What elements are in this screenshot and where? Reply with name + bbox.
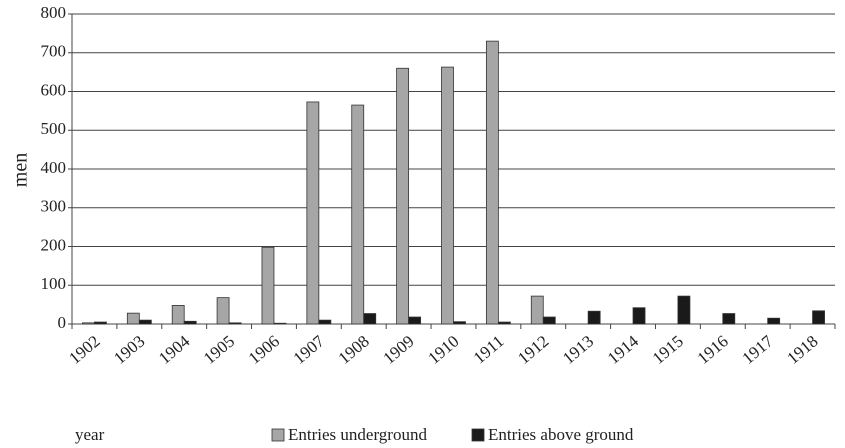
bar <box>273 322 287 325</box>
x-tick-label: 1910 <box>424 332 462 368</box>
x-tick-label: 1903 <box>110 332 148 368</box>
bar <box>82 322 95 325</box>
bar <box>542 316 556 325</box>
bar <box>228 322 242 325</box>
legend-swatch <box>471 428 485 442</box>
x-tick-label: 1913 <box>559 332 597 368</box>
bar <box>677 295 691 325</box>
y-tick-label: 500 <box>41 119 67 138</box>
x-tick-label: 1912 <box>514 332 552 368</box>
x-tick-label: 1907 <box>290 331 329 368</box>
x-tick-label: 1917 <box>739 331 778 368</box>
bar <box>497 321 511 325</box>
bar <box>453 321 466 325</box>
x-tick-label: 1908 <box>335 332 373 368</box>
x-tick-label: 1914 <box>604 331 643 368</box>
bar <box>408 316 422 325</box>
bar <box>138 319 152 325</box>
bar <box>485 40 499 325</box>
bar <box>183 320 197 325</box>
y-tick-label: 300 <box>41 197 67 216</box>
y-tick-label: 0 <box>58 313 67 332</box>
y-tick-label: 200 <box>41 235 67 254</box>
bar <box>94 321 107 325</box>
bar <box>530 295 544 325</box>
y-tick-label: 600 <box>41 80 67 99</box>
legend-swatch <box>271 428 285 442</box>
bar <box>126 312 140 325</box>
bar <box>216 297 230 325</box>
x-tick-label: 1909 <box>379 332 417 368</box>
legend-label: Entries above ground <box>488 425 634 444</box>
y-tick-label: 800 <box>41 3 67 22</box>
y-tick-label: 400 <box>41 158 67 177</box>
bar <box>632 307 646 325</box>
legend-label: Entries underground <box>288 425 427 444</box>
bar <box>306 101 320 325</box>
x-tick-label: 1906 <box>245 332 283 368</box>
x-axis-label: year <box>75 425 105 444</box>
y-axis-label: men <box>10 153 32 187</box>
bar <box>261 246 275 325</box>
bar <box>171 304 185 325</box>
x-tick-label: 1904 <box>155 331 194 368</box>
bar <box>587 310 601 325</box>
bar <box>441 66 454 325</box>
x-tick-label: 1918 <box>783 332 821 368</box>
x-tick-label: 1916 <box>694 332 732 368</box>
bar <box>722 313 736 325</box>
y-tick-label: 100 <box>41 274 67 293</box>
x-tick-label: 1902 <box>65 332 103 368</box>
bar <box>767 317 781 325</box>
x-tick-label: 1915 <box>649 332 687 368</box>
x-tick-label: 1911 <box>470 332 508 368</box>
bar <box>318 319 332 325</box>
bar <box>812 310 825 325</box>
bar <box>396 67 410 325</box>
x-tick-label: 1905 <box>200 332 238 368</box>
bar <box>351 104 365 325</box>
y-tick-label: 700 <box>41 42 67 61</box>
bar <box>363 313 377 325</box>
